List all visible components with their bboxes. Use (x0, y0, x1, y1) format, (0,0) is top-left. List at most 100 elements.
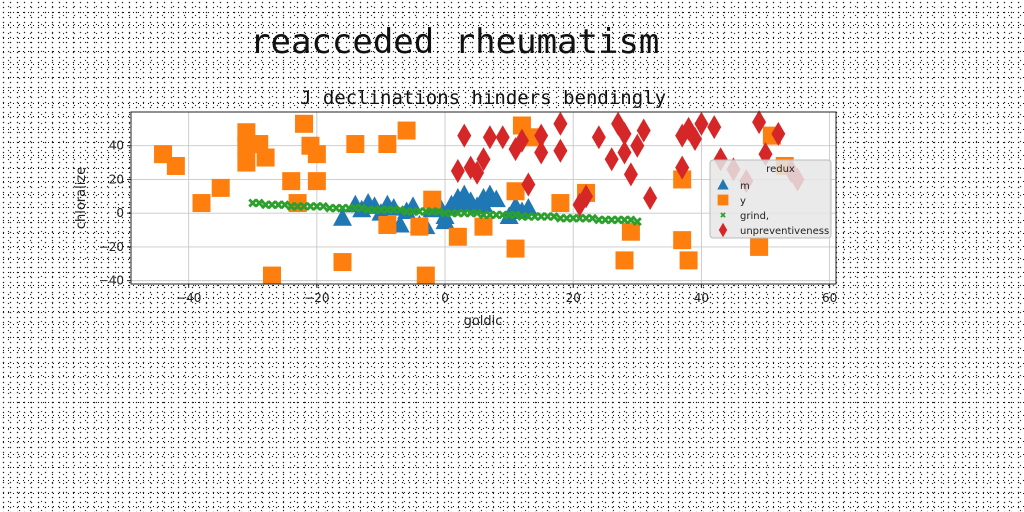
data-point (495, 125, 510, 150)
data-point (579, 184, 594, 209)
data-point (630, 133, 645, 158)
x-tick-label: 20 (566, 291, 581, 305)
legend-title: redux (766, 164, 795, 175)
data-point (632, 217, 642, 227)
data-point (280, 200, 290, 210)
data-point (378, 215, 397, 234)
y-tick-label: 0 (116, 206, 124, 220)
data-point (518, 198, 538, 216)
data-point (416, 266, 435, 285)
data-point (615, 251, 634, 270)
data-point (288, 194, 307, 213)
data-point (486, 189, 506, 208)
legend-marker (717, 194, 729, 206)
data-point (707, 115, 722, 140)
data-point (534, 123, 549, 148)
data-point (506, 239, 525, 258)
data-point (771, 121, 786, 146)
data-point (410, 217, 429, 236)
axis-ticks: −40 −20 0 20 40 60 −40 −20 0 20 40 (99, 139, 838, 305)
data-point (254, 198, 264, 208)
y-tick-label: −40 (99, 274, 124, 288)
data-point (476, 147, 491, 172)
data-point (192, 194, 211, 213)
x-tick-label: 60 (822, 291, 837, 305)
data-point (211, 178, 230, 197)
data-point (636, 118, 651, 143)
data-point (282, 172, 301, 191)
data-point (591, 125, 606, 150)
data-point (457, 123, 472, 148)
plot-frame (130, 111, 837, 285)
data-point (166, 156, 185, 175)
data-point (423, 190, 442, 209)
legend: redux my grind, unpreventiveness (709, 159, 832, 239)
data-point (750, 237, 769, 256)
data-point (395, 205, 405, 215)
data-point (318, 201, 328, 211)
x-tick-label: −40 (176, 291, 201, 305)
data-point (626, 215, 636, 225)
data-point (434, 206, 444, 216)
series-x (248, 198, 642, 227)
y-tick-label: 20 (109, 172, 124, 186)
data-point (506, 182, 525, 201)
legend-marker (720, 212, 726, 218)
data-point (694, 111, 709, 136)
data-point (643, 186, 658, 210)
data-point (617, 121, 632, 146)
data-points (154, 110, 805, 285)
data-point (679, 251, 698, 270)
x-axis-label: goldic (464, 314, 503, 329)
data-point (553, 138, 568, 163)
x-tick-label: 0 (441, 291, 449, 305)
data-point (256, 148, 275, 167)
data-point (357, 203, 367, 213)
data-point (397, 121, 416, 140)
data-point (378, 135, 397, 154)
data-point (551, 194, 570, 213)
data-point (448, 227, 467, 246)
y-axis-label: chloralize (74, 167, 89, 229)
data-point (474, 194, 493, 213)
data-point (307, 145, 326, 164)
legend-label: m (740, 181, 750, 192)
legend-marker (718, 222, 728, 238)
data-point (472, 208, 482, 218)
legend-label: y (740, 196, 746, 207)
y-tick-label: 40 (109, 139, 124, 153)
data-point (587, 213, 597, 223)
legend-marker (717, 179, 729, 190)
data-point (752, 110, 767, 135)
legend-label: grind, (740, 211, 769, 222)
data-point (553, 111, 568, 136)
legend-label: unpreventiveness (740, 226, 829, 237)
data-point (470, 160, 485, 185)
data-point (474, 217, 493, 236)
data-point (534, 140, 549, 165)
page-title: reacceded rheumatism (250, 22, 660, 62)
data-point (617, 140, 632, 165)
y-tick-label: −20 (99, 240, 124, 254)
data-point (623, 162, 638, 187)
data-point (514, 128, 529, 153)
data-point (237, 153, 256, 172)
data-point (482, 125, 497, 150)
data-point (511, 210, 521, 220)
data-point (346, 135, 365, 154)
chart-title: J declinations hinders bendingly (300, 87, 666, 109)
data-point (688, 126, 702, 151)
data-point (307, 172, 326, 191)
data-point (450, 159, 465, 184)
data-point (521, 172, 536, 197)
data-point (604, 147, 619, 172)
data-point (333, 253, 352, 272)
data-point (295, 114, 314, 133)
data-point (333, 208, 352, 226)
x-tick-label: −20 (304, 291, 329, 305)
data-point (549, 212, 559, 222)
data-point (621, 222, 640, 241)
legend-box (709, 159, 832, 239)
data-point (673, 231, 692, 250)
